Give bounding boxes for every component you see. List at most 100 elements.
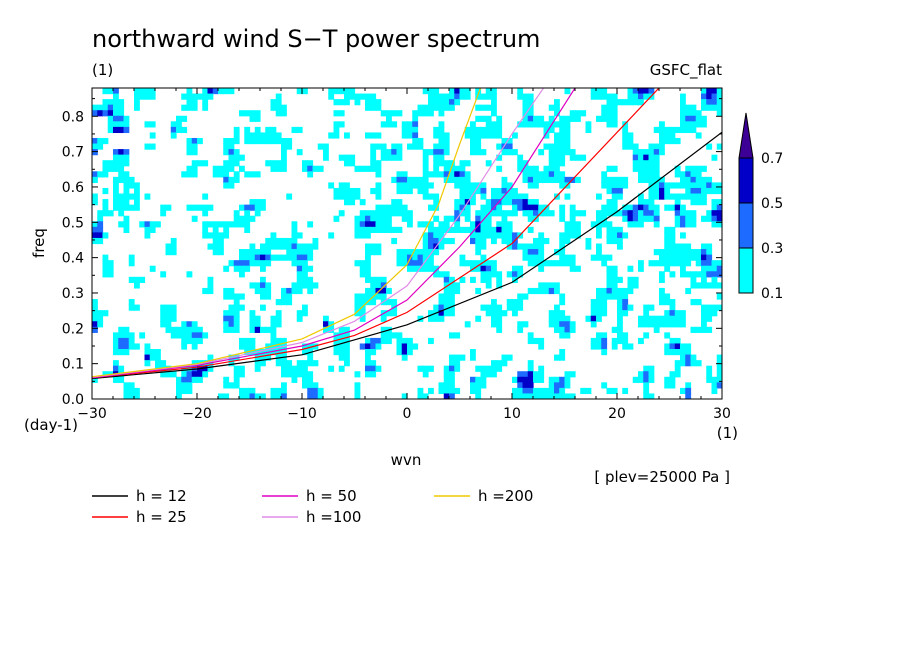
contour-cell — [417, 143, 424, 150]
legend-label: h = 25 — [136, 508, 187, 526]
contour-cell — [585, 121, 592, 128]
contour-cell — [517, 93, 524, 100]
contour-cell — [412, 143, 419, 150]
contour-cell — [664, 321, 671, 328]
contour-cell — [512, 187, 518, 195]
contour-cell — [527, 165, 534, 172]
contour-cell — [123, 204, 130, 211]
contour-cell — [443, 143, 450, 150]
contour-cell — [328, 182, 335, 189]
contour-cell — [611, 121, 618, 128]
contour-cell — [412, 176, 419, 184]
contour-cell — [354, 99, 361, 106]
contour-cell — [365, 232, 371, 239]
contour-cell — [701, 182, 707, 189]
contour-cell — [176, 326, 182, 333]
contour-cell — [554, 143, 560, 150]
contour-cell — [690, 354, 697, 361]
contour-cell — [643, 160, 650, 167]
contour-cell — [611, 115, 618, 122]
contour-cell — [417, 254, 424, 261]
contour-cell — [685, 387, 692, 395]
contour-cell — [449, 376, 455, 383]
x-tick-label: 0 — [403, 406, 412, 422]
contour-cell — [97, 315, 104, 322]
contour-cell — [653, 176, 660, 184]
contour-cell — [433, 271, 440, 278]
contour-cell — [422, 149, 429, 156]
contour-cell — [181, 93, 188, 100]
contour-cell — [370, 337, 377, 345]
contour-cell — [527, 115, 534, 122]
contour-cell — [569, 110, 576, 117]
contour-cell — [291, 376, 298, 383]
contour-cell — [396, 349, 403, 356]
contour-cell — [449, 382, 455, 389]
contour-cell — [165, 249, 172, 256]
contour-cell — [170, 315, 177, 322]
contour-cell — [186, 271, 193, 278]
contour-cell — [643, 93, 650, 100]
contour-cell — [307, 387, 314, 395]
contour-cell — [359, 293, 366, 300]
contour-cell — [622, 132, 629, 139]
contour-cell — [491, 271, 497, 278]
contour-cell — [674, 165, 681, 172]
contour-cell — [265, 126, 272, 134]
contour-cell — [291, 287, 298, 295]
contour-cell — [480, 232, 487, 239]
contour-cell — [664, 137, 671, 145]
contour-cell — [701, 115, 707, 122]
contour-cell — [480, 204, 487, 211]
contour-cell — [470, 349, 476, 356]
contour-cell — [144, 93, 151, 100]
contour-cell — [559, 249, 566, 256]
contour-cell — [113, 193, 119, 200]
contour-cell — [716, 371, 722, 378]
contour-cell — [144, 343, 151, 350]
contour-cell — [491, 132, 497, 139]
contour-cell — [480, 265, 487, 272]
contour-cell — [538, 232, 545, 239]
legend-label: h = 12 — [136, 487, 187, 505]
contour-cell — [664, 232, 671, 239]
contour-cell — [370, 215, 377, 222]
contour-cell — [344, 193, 350, 200]
contour-cell — [622, 387, 629, 395]
contour-cell — [517, 326, 524, 333]
contour-cell — [401, 393, 408, 399]
contour-cell — [349, 160, 356, 167]
contour-cell — [716, 354, 722, 361]
contour-cell — [648, 315, 655, 322]
contour-cell — [134, 187, 140, 195]
contour-cell — [543, 126, 550, 134]
contour-cell — [632, 143, 639, 150]
contour-cell — [622, 337, 629, 345]
contour-cell — [617, 210, 623, 217]
contour-cell — [170, 237, 177, 245]
contour-cell — [412, 254, 419, 261]
contour-cell — [228, 310, 235, 317]
contour-cell — [485, 121, 492, 128]
contour-cell — [632, 221, 639, 228]
contour-cell — [123, 126, 130, 134]
contour-cell — [470, 187, 476, 195]
contour-cell — [228, 88, 235, 95]
contour-cell — [281, 287, 287, 295]
contour-cell — [176, 121, 182, 128]
contour-cell — [107, 121, 114, 128]
contour-cell — [239, 215, 245, 222]
contour-cell — [638, 221, 644, 228]
contour-cell — [312, 393, 319, 399]
contour-cell — [564, 315, 571, 322]
contour-cell — [480, 382, 487, 389]
contour-cell — [527, 243, 534, 250]
contour-cell — [260, 354, 266, 361]
contour-cell — [181, 104, 188, 111]
contour-cell — [617, 299, 623, 306]
contour-cell — [144, 88, 151, 95]
contour-cell — [575, 154, 581, 161]
y-tick-label: 0.5 — [62, 215, 84, 231]
contour-cell — [585, 243, 592, 250]
